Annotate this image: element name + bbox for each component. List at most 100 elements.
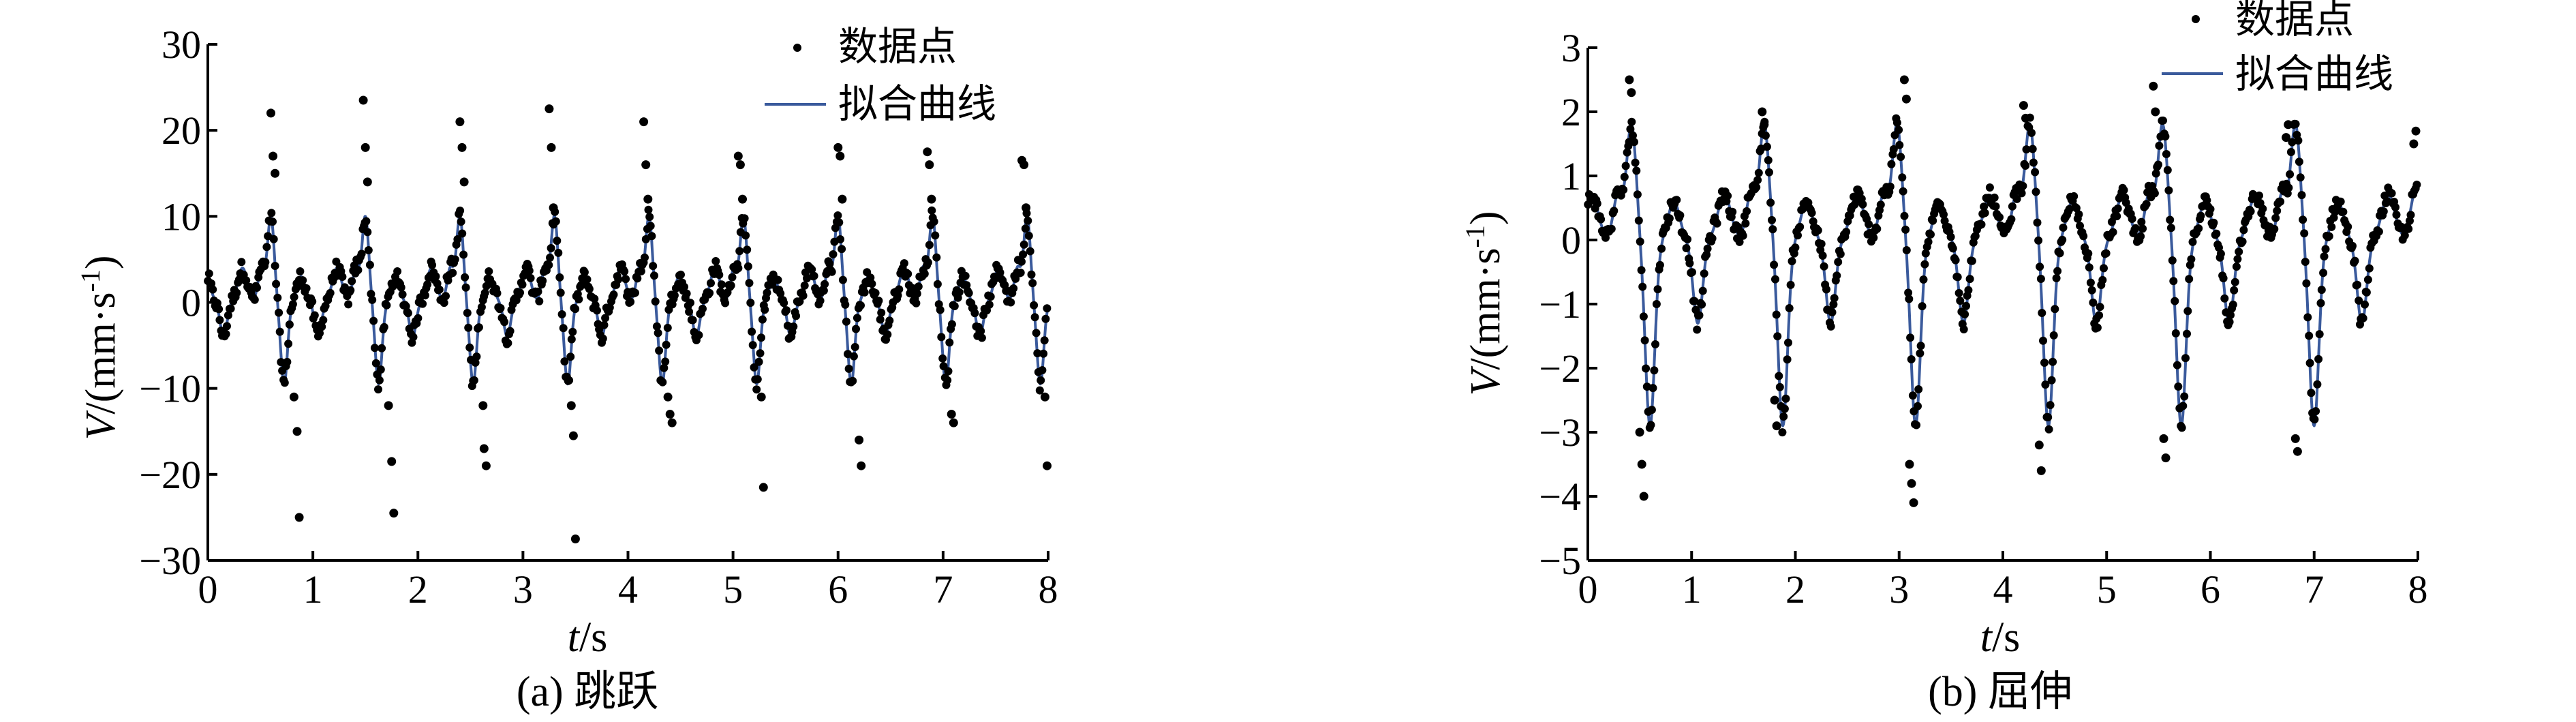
panel-a-data-point xyxy=(1021,224,1030,233)
panel-a-data-point xyxy=(936,305,945,314)
panel-a-data-point xyxy=(275,327,284,336)
panel-b-data-point xyxy=(2307,389,2316,397)
panel-a-data-point xyxy=(457,142,467,152)
panel-b-data-point xyxy=(2149,81,2158,91)
panel-a-data-point xyxy=(237,258,246,267)
panel-a-data-point xyxy=(387,457,397,466)
panel-b-data-point xyxy=(1633,190,1642,199)
panel-a-data-point xyxy=(310,311,319,320)
panel-a-data-point xyxy=(253,284,261,292)
panel-b-data-point xyxy=(2055,249,2064,258)
panel-a-data-point xyxy=(423,280,432,289)
panel-a-data-point xyxy=(580,268,589,277)
panel-a-data-point xyxy=(838,275,847,284)
panel-a-data-point xyxy=(667,418,677,427)
panel-b-data-point xyxy=(2171,329,2180,337)
panel-b-data-point xyxy=(2113,212,2121,221)
panel-b-data-point xyxy=(1634,216,1643,225)
panel-b-data-point xyxy=(1887,160,1896,168)
panel-a-y-tick-label: 30 xyxy=(162,22,201,67)
panel-b-data-point xyxy=(2362,288,2371,297)
panel-a-data-point xyxy=(808,265,816,274)
panel-b-data-point xyxy=(1794,231,1802,240)
panel-a-data-point xyxy=(571,305,580,314)
panel-b-data-point xyxy=(2220,294,2229,303)
panel-b-data-point xyxy=(2019,101,2028,110)
panel-b-data-point xyxy=(2315,330,2324,339)
panel-a-data-point xyxy=(852,325,860,333)
panel-b-data-point xyxy=(1904,288,1913,297)
panel-b-data-point xyxy=(2206,205,2215,213)
panel-a-data-point xyxy=(680,282,688,291)
panel-b-data-point xyxy=(2336,197,2345,206)
panel-a-data-point xyxy=(641,253,649,262)
panel-b-data-point xyxy=(1761,131,1770,140)
panel-b-data-point xyxy=(2168,256,2177,265)
panel-b-fit-curve xyxy=(1586,122,2419,427)
panel-b-data-point xyxy=(2230,286,2239,295)
panel-a-data-point xyxy=(1027,270,1036,279)
panel-b-data-point xyxy=(1858,200,1867,209)
panel-b-x-tick-label: 7 xyxy=(2304,567,2324,612)
panel-a-data-point xyxy=(267,209,276,217)
panel-a-data-point xyxy=(428,260,437,269)
panel-a-data-point xyxy=(688,316,697,325)
panel-a-data-point xyxy=(1033,349,1042,358)
panel-b-data-point xyxy=(2276,197,2285,206)
panel-b: 0 1 2 3 4 5 6 7 8 −5 −4 −3 −2 −1 0 1 2 3 数据点 拟合曲线 V/(mm·s… xyxy=(1460,0,2428,715)
panel-b-data-point xyxy=(2166,215,2175,224)
panel-a-y-tick-label: −20 xyxy=(139,453,201,497)
panel-a-data-point xyxy=(362,217,371,226)
panel-a-data-point xyxy=(728,273,737,282)
panel-a-data-point xyxy=(923,147,932,157)
panel-b-data-point xyxy=(1829,300,1838,309)
panel-b-data-point xyxy=(2021,113,2030,123)
panel-a-data-point xyxy=(464,323,473,332)
panel-b-data-point xyxy=(2036,466,2046,475)
panel-a-data-point xyxy=(780,299,788,307)
panel-a-data-point xyxy=(819,286,828,295)
panel-b-data-point xyxy=(1919,275,1928,284)
panel-b-data-point xyxy=(1905,295,1914,303)
panel-a-data-point xyxy=(414,314,423,322)
panel-a-data-point xyxy=(215,305,224,314)
panel-a: 0 1 2 3 4 5 6 7 8 −30 −20 −10 0 10 20 30 数据点 拟合曲线 V/(mm… xyxy=(75,22,1058,715)
panel-b-data-point xyxy=(2039,336,2047,345)
panel-a-data-point xyxy=(382,301,391,310)
panel-b-data-point xyxy=(1869,233,1878,242)
panel-b-data-point xyxy=(1771,275,1779,284)
panel-b-data-point xyxy=(2034,236,2043,245)
panel-b-data-point xyxy=(2284,120,2293,130)
panel-b-data-point xyxy=(2317,286,2326,295)
panel-a-data-point xyxy=(949,418,958,427)
panel-b-data-point xyxy=(1768,225,1777,234)
panel-b-marks xyxy=(1584,75,2421,507)
panel-b-data-point xyxy=(1741,219,1750,228)
panel-a-data-point xyxy=(652,322,661,331)
panel-b-axes: 0 1 2 3 4 5 6 7 8 −5 −4 −3 −2 −1 0 1 2 3 xyxy=(1539,26,2427,612)
panel-b-data-point xyxy=(2183,307,2192,316)
panel-a-data-point xyxy=(735,160,745,170)
panel-a-data-point xyxy=(221,330,230,338)
panel-b-data-point xyxy=(2196,211,2205,220)
panel-b-data-point xyxy=(2409,139,2419,149)
panel-b-data-point xyxy=(2294,136,2303,145)
panel-a-data-point xyxy=(380,322,388,331)
panel-a-data-point xyxy=(583,275,592,284)
panel-b-x-tick-label: 2 xyxy=(1785,567,1805,612)
panel-a-data-point xyxy=(686,299,694,307)
panel-a-data-point xyxy=(752,385,761,394)
panel-b-data-point xyxy=(2031,187,2040,196)
panel-a-data-point xyxy=(746,299,755,307)
panel-a-data-point xyxy=(662,340,671,349)
panel-a-data-point xyxy=(1039,349,1048,358)
panel-b-data-point xyxy=(1876,200,1885,209)
panel-a-data-point xyxy=(361,142,370,152)
panel-b-data-point xyxy=(1918,302,1927,311)
panel-a-data-point xyxy=(598,334,607,343)
panel-b-data-point xyxy=(1700,269,1708,278)
panel-a-data-point xyxy=(1035,386,1044,395)
panel-a-data-point xyxy=(261,258,270,267)
panel-b-data-point xyxy=(1764,156,1773,164)
panel-b-data-point xyxy=(1652,300,1661,308)
